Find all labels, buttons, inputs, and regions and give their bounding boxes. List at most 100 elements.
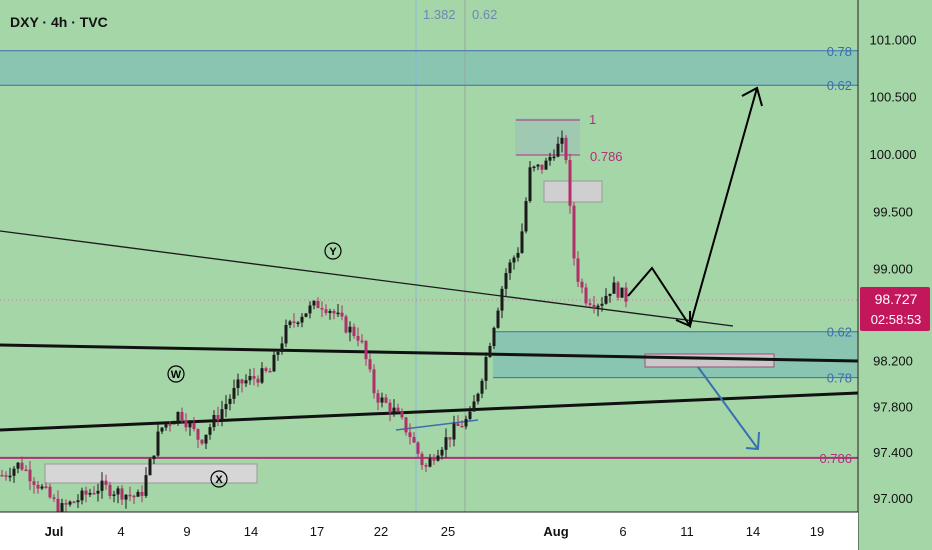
candle-body xyxy=(16,462,20,469)
candle-body xyxy=(344,316,348,333)
wave-label-x-ring xyxy=(210,470,228,488)
candle-body xyxy=(184,420,188,428)
candle-body xyxy=(552,156,556,159)
fib-marker-062: 0.62 xyxy=(472,7,497,22)
candle-body xyxy=(100,480,104,491)
candle-body xyxy=(140,491,144,496)
price-tick-label: 97.800 xyxy=(873,399,913,414)
candle-body xyxy=(132,495,136,498)
candle-body xyxy=(368,359,372,370)
candle-countdown-label: 02:58:53 xyxy=(871,312,922,327)
candle-body xyxy=(596,305,600,308)
candle-body xyxy=(236,379,240,388)
candle-body xyxy=(420,453,424,466)
candle-body xyxy=(264,368,268,371)
candle-body xyxy=(508,262,512,274)
candle-body xyxy=(32,481,36,485)
candle-body xyxy=(384,397,388,403)
candle-body xyxy=(432,458,436,461)
fib-marker-1382: 1.382 xyxy=(423,7,456,22)
candle-body xyxy=(408,432,412,438)
candle-body xyxy=(116,488,120,495)
candle-body xyxy=(428,458,432,467)
candle-body xyxy=(528,167,532,202)
candle-body xyxy=(76,500,80,503)
candle-body xyxy=(376,393,380,403)
candle-body xyxy=(252,376,256,379)
candle-body xyxy=(436,455,440,461)
time-tick-label: 14 xyxy=(244,524,258,539)
channel-line-lower xyxy=(0,391,859,432)
order-block-box xyxy=(543,180,603,203)
candle-body xyxy=(500,288,504,311)
candle-body xyxy=(124,494,128,500)
candle-body xyxy=(444,437,448,450)
candle-body xyxy=(8,475,12,478)
candle-body xyxy=(616,282,620,298)
candle-body xyxy=(324,309,328,313)
fib-level-label: 0.62 xyxy=(827,78,852,93)
candle-body xyxy=(180,412,184,421)
candle-body xyxy=(564,137,568,161)
candle-body xyxy=(372,369,376,394)
candle-body xyxy=(144,475,148,496)
price-tick-label: 97.400 xyxy=(873,445,913,460)
candle-body xyxy=(520,231,524,253)
candle-body xyxy=(512,257,516,263)
arrowhead-up xyxy=(741,86,763,107)
candle-body xyxy=(340,312,344,317)
candle-body xyxy=(220,409,224,421)
candle-body xyxy=(276,351,280,355)
candle-body xyxy=(272,354,276,372)
candle-body xyxy=(156,431,160,456)
candle-body xyxy=(484,357,488,381)
price-tick-label: 100.500 xyxy=(870,90,917,105)
candle-body xyxy=(172,422,176,425)
candle-body xyxy=(224,403,228,410)
fib-level-label: 0.786 xyxy=(819,451,852,466)
candle-body xyxy=(388,402,392,413)
candle-body xyxy=(292,321,296,323)
candle-body xyxy=(160,427,164,432)
candle-body xyxy=(120,488,124,500)
target-zone-upper xyxy=(0,50,858,86)
candle-body xyxy=(52,497,56,499)
candle-body xyxy=(4,475,8,477)
candle-body xyxy=(504,273,508,289)
projection-path xyxy=(627,87,758,329)
candle-body xyxy=(72,501,76,504)
candle-body xyxy=(412,437,416,443)
bearish-arrowhead xyxy=(745,431,760,451)
candle-body xyxy=(312,300,316,306)
candle-body xyxy=(136,491,140,497)
candle-body xyxy=(580,281,584,288)
candle-body xyxy=(36,484,40,489)
candle-body xyxy=(108,484,112,496)
candle-body xyxy=(364,341,368,360)
candle-body xyxy=(360,340,364,343)
time-tick-label: 17 xyxy=(310,524,324,539)
fib-label-0786-upper: 0.786 xyxy=(590,149,623,164)
candle-body xyxy=(188,423,192,428)
candle-body xyxy=(468,411,472,419)
candle-body xyxy=(244,380,248,384)
candle-body xyxy=(12,468,16,476)
candle-body xyxy=(576,258,580,282)
candle-body xyxy=(424,465,428,467)
candle-body xyxy=(440,449,444,456)
time-tick-label: 19 xyxy=(810,524,824,539)
candle-body xyxy=(532,166,536,169)
candle-body xyxy=(268,370,272,373)
candle-body xyxy=(416,442,420,454)
candle-body xyxy=(476,393,480,402)
candle-body xyxy=(492,327,496,346)
arrowhead-down xyxy=(675,311,691,328)
wave-label-w: W xyxy=(171,369,182,381)
candle-body xyxy=(544,160,548,170)
candle-body xyxy=(196,429,200,440)
candle-body xyxy=(540,164,544,170)
candle-body xyxy=(288,321,292,325)
candle-body xyxy=(208,427,212,435)
